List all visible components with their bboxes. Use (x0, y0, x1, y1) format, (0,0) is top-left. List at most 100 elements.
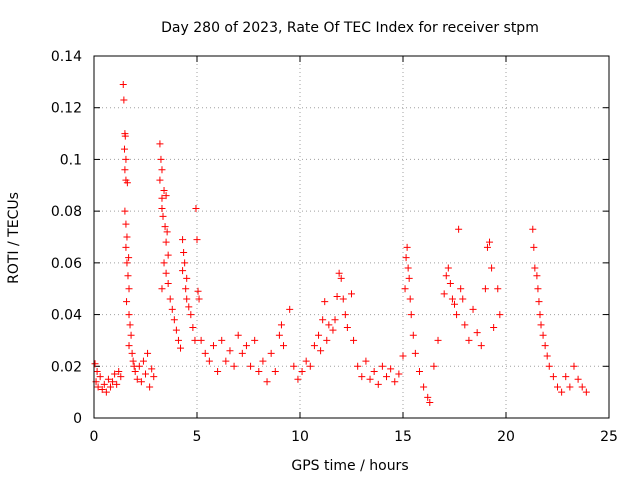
data-point (170, 316, 178, 324)
data-point (125, 311, 133, 319)
data-point (323, 336, 331, 344)
data-point (539, 331, 547, 339)
data-point (104, 375, 112, 383)
data-point (469, 305, 477, 313)
data-point (179, 236, 187, 244)
data-point (267, 349, 275, 357)
data-point (434, 336, 442, 344)
data-point (128, 349, 136, 357)
data-point (96, 373, 104, 381)
data-point (161, 223, 169, 231)
data-point (214, 367, 222, 375)
data-point (162, 269, 170, 277)
data-point (348, 290, 355, 298)
data-point (160, 259, 168, 267)
data-point (121, 207, 129, 215)
data-point (158, 194, 166, 202)
data-point (459, 295, 467, 303)
data-point (409, 331, 417, 339)
data-point (399, 352, 407, 360)
data-point (159, 212, 167, 220)
data-point (277, 321, 285, 329)
y-tick-label: 0.12 (51, 101, 82, 117)
data-point (582, 388, 590, 396)
data-point (430, 362, 438, 370)
data-point (415, 367, 423, 375)
data-point (117, 373, 125, 381)
data-point (172, 326, 180, 334)
data-point (192, 205, 200, 213)
data-point (354, 362, 362, 370)
data-point (121, 166, 129, 174)
data-point (156, 176, 164, 184)
data-point (209, 342, 217, 350)
data-point (123, 233, 131, 241)
data-point (290, 362, 298, 370)
y-tick-label: 0.08 (51, 204, 82, 220)
data-point (329, 326, 337, 334)
data-point (222, 357, 230, 365)
data-point (111, 370, 119, 378)
data-point (137, 378, 145, 386)
data-point (477, 342, 485, 350)
data-point (125, 254, 133, 262)
data-point (407, 311, 415, 319)
data-point (194, 287, 202, 295)
data-point (405, 274, 413, 282)
data-point (534, 285, 542, 293)
data-point (451, 300, 458, 308)
data-point (562, 373, 570, 381)
data-point (535, 298, 543, 306)
data-point (162, 192, 170, 200)
data-point (98, 386, 106, 394)
data-point (158, 285, 166, 293)
data-point (182, 285, 190, 293)
data-point (189, 324, 197, 331)
x-tick-label: 20 (497, 429, 515, 445)
data-point (335, 269, 343, 277)
x-tick-label: 15 (394, 429, 412, 445)
data-point (317, 347, 325, 355)
x-axis-label: GPS time / hours (291, 458, 408, 474)
data-point (578, 383, 586, 391)
data-point (294, 375, 302, 383)
data-point (109, 378, 117, 386)
data-point (191, 336, 199, 344)
data-point (122, 220, 130, 228)
data-point (378, 362, 386, 370)
data-point (193, 236, 201, 244)
data-point (123, 298, 131, 306)
data-point (139, 357, 147, 365)
data-points (91, 80, 590, 406)
data-point (122, 243, 130, 251)
data-point (234, 331, 242, 339)
data-point (164, 280, 172, 288)
y-tick-label: 0 (73, 411, 82, 427)
data-point (120, 96, 128, 104)
data-point (259, 357, 267, 365)
data-point (106, 383, 114, 391)
data-point (337, 274, 345, 282)
data-point (150, 373, 158, 381)
plot-frame (93, 55, 610, 419)
data-point (391, 378, 399, 386)
data-point (545, 362, 553, 370)
x-tick-label: 5 (193, 429, 202, 445)
data-point (448, 295, 456, 303)
data-point (457, 285, 465, 293)
data-point (123, 259, 131, 267)
data-point (93, 367, 101, 375)
data-point (230, 362, 238, 370)
data-point (530, 243, 538, 251)
data-point (122, 155, 130, 163)
data-point (486, 238, 494, 246)
y-tick-label: 0.06 (51, 256, 82, 272)
data-point (183, 274, 191, 282)
data-point (275, 331, 283, 339)
data-point (310, 342, 318, 350)
data-point (263, 378, 271, 386)
y-tick-label: 0.1 (60, 152, 82, 168)
data-point (494, 285, 502, 293)
data-point (331, 316, 339, 324)
data-point (298, 367, 306, 375)
